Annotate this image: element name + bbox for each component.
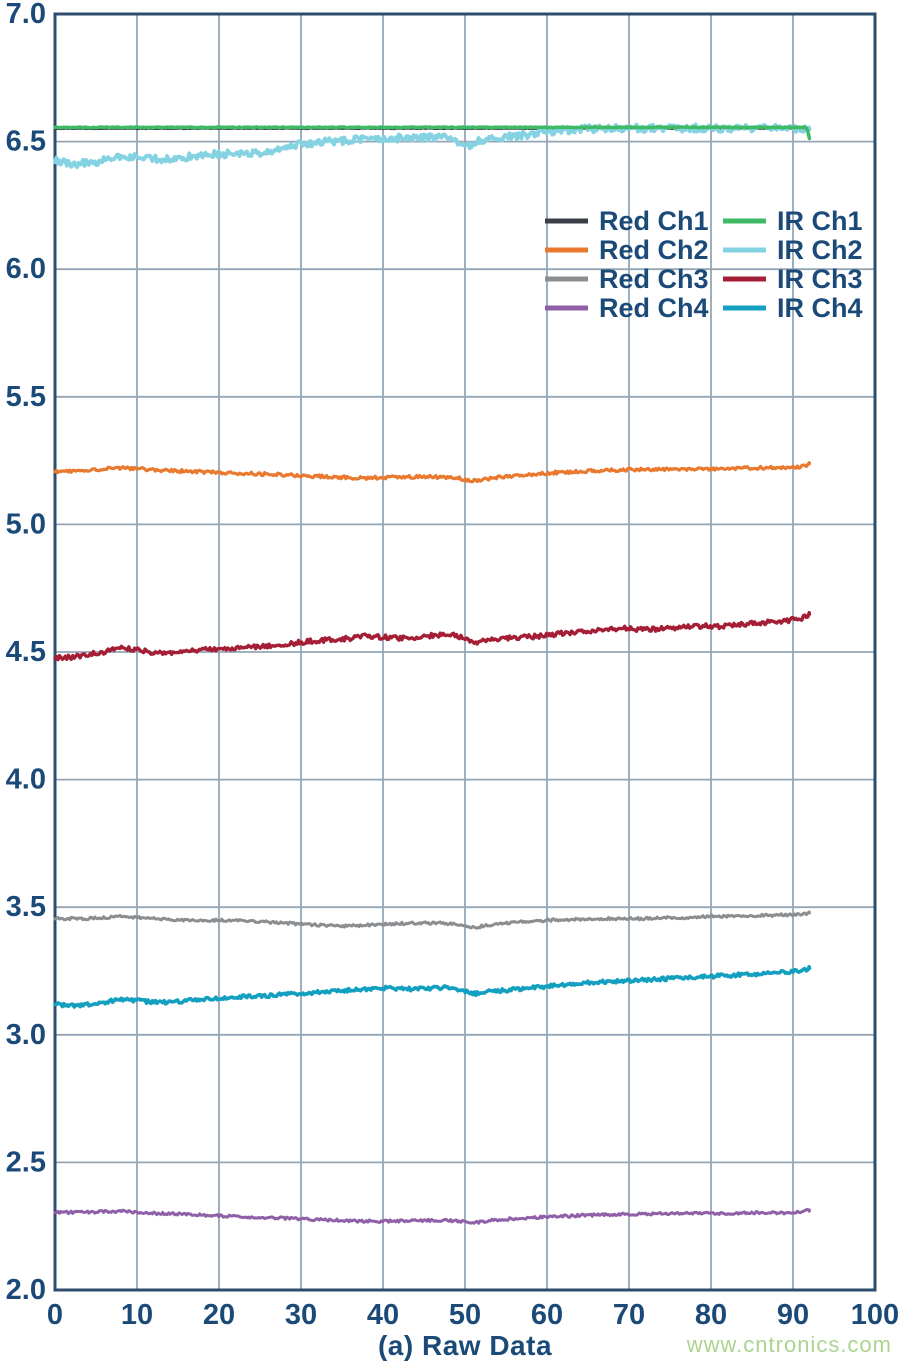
legend-label: Red Ch4 xyxy=(599,293,709,323)
y-axis-tick-label: 6.5 xyxy=(6,126,46,158)
legend-item: Red Ch3 xyxy=(545,264,709,294)
chart-caption: (a) Raw Data xyxy=(377,1330,553,1361)
legend-item: Red Ch4 xyxy=(545,293,709,323)
legend-item: IR Ch1 xyxy=(723,206,863,236)
legend-item: Red Ch2 xyxy=(545,235,709,265)
x-axis-tick-label: 10 xyxy=(121,1299,153,1331)
legend-label: IR Ch1 xyxy=(777,206,863,236)
series-line-ir-ch3 xyxy=(53,610,812,662)
legend-label: IR Ch3 xyxy=(777,264,863,294)
series-line-red-ch2 xyxy=(53,461,812,484)
y-axis-tick-label: 2.5 xyxy=(6,1146,46,1178)
series-line-ir-ch2 xyxy=(53,122,812,169)
legend-label: Red Ch1 xyxy=(599,206,709,236)
y-axis-tick-label: 3.5 xyxy=(6,891,46,923)
series-line-red-ch3 xyxy=(53,910,811,930)
x-axis-tick-label: 100 xyxy=(851,1299,899,1331)
series-line-red-ch4 xyxy=(53,1208,811,1225)
x-axis-tick-label: 70 xyxy=(613,1299,645,1331)
plot-border xyxy=(53,12,877,1292)
legend-label: Red Ch3 xyxy=(599,264,709,294)
y-axis-tick-label: 3.0 xyxy=(6,1019,46,1051)
watermark-link[interactable]: www.cntronics.com xyxy=(686,1332,892,1357)
x-axis-tick-label: 90 xyxy=(777,1299,809,1331)
x-axis-tick-label: 60 xyxy=(531,1299,563,1331)
x-axis-tick-label: 50 xyxy=(449,1299,481,1331)
x-axis-tick-label: 30 xyxy=(285,1299,317,1331)
y-axis-tick-label: 5.5 xyxy=(6,381,46,413)
legend-item: Red Ch1 xyxy=(545,206,709,236)
y-axis-tick-label: 6.0 xyxy=(6,253,46,285)
x-axis-tick-label: 80 xyxy=(695,1299,727,1331)
y-axis-tick-label: 7.0 xyxy=(6,0,46,30)
y-axis-tick-label: 4.5 xyxy=(6,636,46,668)
series-line-ir-ch1 xyxy=(53,125,812,141)
x-axis-tick-label: 0 xyxy=(47,1299,63,1331)
y-axis-tick-label: 5.0 xyxy=(6,508,46,540)
x-axis-tick-label: 20 xyxy=(203,1299,235,1331)
series-line-ir-ch4 xyxy=(53,964,812,1009)
legend-label: IR Ch4 xyxy=(777,293,863,323)
y-axis-tick-label: 4.0 xyxy=(6,764,46,796)
x-axis-tick-label: 40 xyxy=(367,1299,399,1331)
legend-item: IR Ch2 xyxy=(723,235,863,265)
y-axis-tick-label: 2.0 xyxy=(6,1274,46,1306)
legend-item: IR Ch3 xyxy=(723,264,863,294)
legend-item: IR Ch4 xyxy=(723,293,863,323)
legend-label: IR Ch2 xyxy=(777,235,863,265)
legend-label: Red Ch2 xyxy=(599,235,709,265)
